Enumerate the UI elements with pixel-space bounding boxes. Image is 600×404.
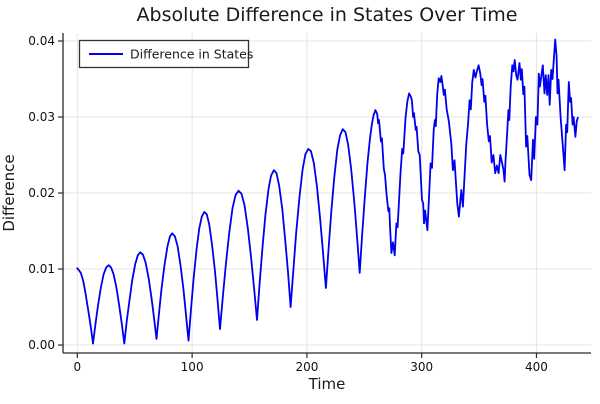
y-tick-label: 0.00 [28, 338, 55, 352]
legend-label: Difference in States [130, 47, 253, 62]
x-tick-label: 100 [181, 360, 204, 374]
y-tick-label: 0.02 [28, 186, 55, 200]
x-tick-label: 300 [410, 360, 433, 374]
series-line [76, 38, 579, 345]
x-tick-label: 0 [74, 360, 82, 374]
series-lines [76, 38, 579, 345]
y-tick-label: 0.03 [28, 110, 55, 124]
x-tick-label: 200 [295, 360, 318, 374]
y-tick-label: 0.04 [28, 34, 55, 48]
y-axis-label: Difference [0, 154, 18, 231]
legend: Difference in States [78, 39, 253, 69]
x-tick-label: 400 [525, 360, 548, 374]
chart-title: Absolute Difference in States Over Time [137, 4, 518, 26]
axis-ticks: 0.00 0.01 0.02 0.03 0.04 0 100 200 300 400 [28, 34, 548, 374]
x-axis-label: Time [308, 375, 346, 393]
y-tick-label: 0.01 [28, 262, 55, 276]
